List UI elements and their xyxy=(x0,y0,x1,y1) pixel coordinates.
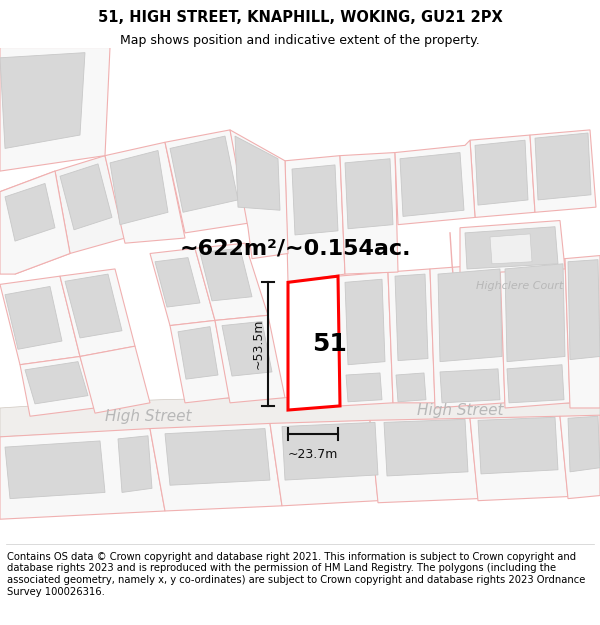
Polygon shape xyxy=(110,151,168,224)
Text: High Street: High Street xyxy=(417,402,503,418)
Polygon shape xyxy=(0,48,110,171)
Text: Map shows position and indicative extent of the property.: Map shows position and indicative extent… xyxy=(120,34,480,48)
Polygon shape xyxy=(178,327,218,379)
Polygon shape xyxy=(400,152,464,216)
Polygon shape xyxy=(0,171,70,274)
Polygon shape xyxy=(235,136,280,210)
Polygon shape xyxy=(55,156,125,254)
Polygon shape xyxy=(288,276,340,410)
Polygon shape xyxy=(507,365,564,403)
Polygon shape xyxy=(25,362,88,404)
Polygon shape xyxy=(568,259,600,359)
Polygon shape xyxy=(170,321,230,403)
Polygon shape xyxy=(0,52,85,148)
Polygon shape xyxy=(230,130,288,259)
Text: ~622m²/~0.154ac.: ~622m²/~0.154ac. xyxy=(179,238,411,258)
Polygon shape xyxy=(20,356,95,416)
Polygon shape xyxy=(535,133,591,200)
Polygon shape xyxy=(195,243,268,321)
Polygon shape xyxy=(384,419,468,476)
Polygon shape xyxy=(150,423,282,511)
Polygon shape xyxy=(118,436,152,492)
Polygon shape xyxy=(150,248,215,326)
Polygon shape xyxy=(338,272,393,406)
Polygon shape xyxy=(0,429,165,519)
Polygon shape xyxy=(395,274,428,361)
Polygon shape xyxy=(0,398,600,437)
Polygon shape xyxy=(80,346,150,413)
Polygon shape xyxy=(105,142,185,243)
Text: 51: 51 xyxy=(313,332,347,356)
Polygon shape xyxy=(155,258,200,307)
Polygon shape xyxy=(370,418,478,502)
Polygon shape xyxy=(465,227,558,269)
Polygon shape xyxy=(395,140,475,224)
Polygon shape xyxy=(270,421,378,506)
Polygon shape xyxy=(460,221,565,274)
Polygon shape xyxy=(165,429,270,485)
Text: ~23.7m: ~23.7m xyxy=(288,448,338,461)
Polygon shape xyxy=(282,422,378,480)
Polygon shape xyxy=(530,130,596,212)
Polygon shape xyxy=(340,152,398,274)
Polygon shape xyxy=(500,259,570,408)
Polygon shape xyxy=(560,415,600,499)
Polygon shape xyxy=(470,416,568,501)
Text: Highclere Court: Highclere Court xyxy=(476,281,563,291)
Polygon shape xyxy=(440,369,500,403)
Polygon shape xyxy=(345,159,393,229)
Polygon shape xyxy=(0,171,70,274)
Polygon shape xyxy=(568,416,600,472)
Text: ~53.5m: ~53.5m xyxy=(251,319,265,369)
Polygon shape xyxy=(170,136,238,212)
Polygon shape xyxy=(388,269,435,403)
Polygon shape xyxy=(222,321,272,376)
Polygon shape xyxy=(215,315,285,403)
Polygon shape xyxy=(396,373,426,402)
Polygon shape xyxy=(0,276,80,365)
Polygon shape xyxy=(60,269,135,356)
Polygon shape xyxy=(5,184,55,241)
Text: 51, HIGH STREET, KNAPHILL, WOKING, GU21 2PX: 51, HIGH STREET, KNAPHILL, WOKING, GU21 … xyxy=(98,11,502,26)
Polygon shape xyxy=(430,264,505,408)
Polygon shape xyxy=(65,274,122,338)
Polygon shape xyxy=(565,256,600,408)
Polygon shape xyxy=(292,165,338,235)
Polygon shape xyxy=(490,234,532,264)
Polygon shape xyxy=(200,248,252,301)
Polygon shape xyxy=(346,373,382,402)
Text: High Street: High Street xyxy=(105,409,191,424)
Polygon shape xyxy=(5,441,105,499)
Polygon shape xyxy=(478,418,558,474)
Polygon shape xyxy=(470,135,535,218)
Polygon shape xyxy=(5,286,62,349)
Polygon shape xyxy=(505,264,565,362)
Polygon shape xyxy=(475,140,528,205)
Polygon shape xyxy=(60,164,112,230)
Polygon shape xyxy=(165,130,252,233)
Polygon shape xyxy=(438,269,502,362)
Polygon shape xyxy=(345,279,385,365)
Text: Contains OS data © Crown copyright and database right 2021. This information is : Contains OS data © Crown copyright and d… xyxy=(7,552,586,597)
Polygon shape xyxy=(285,156,345,282)
